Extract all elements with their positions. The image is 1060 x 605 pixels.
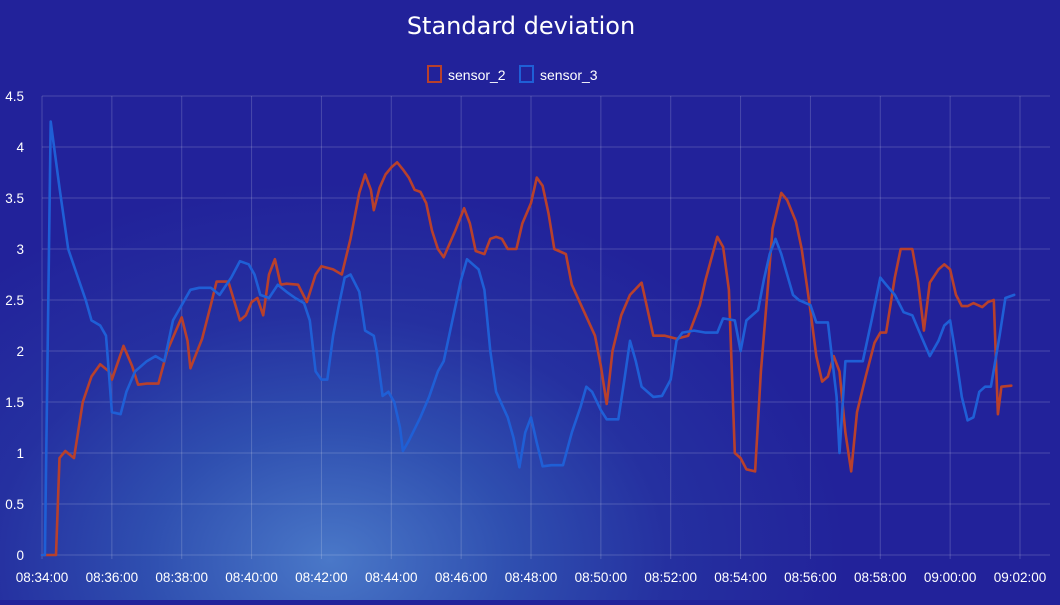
x-tick-label: 08:50:00	[575, 570, 628, 585]
x-tick-label: 08:42:00	[295, 570, 348, 585]
grid	[41, 95, 1050, 559]
y-tick-label: 2	[16, 344, 24, 359]
legend-label-sensor_3: sensor_3	[540, 67, 598, 83]
y-tick-label: 1	[16, 446, 24, 461]
x-tick-label: 08:38:00	[155, 570, 208, 585]
x-axis: 08:34:00 08:36:00 08:38:00 08:40:00 08:42:00…	[16, 570, 1047, 585]
series-line-sensor_2	[40, 161, 1013, 557]
legend-swatch-sensor_3	[519, 65, 534, 83]
legend-label-sensor_2: sensor_2	[448, 67, 506, 83]
y-tick-label: 3.5	[5, 191, 24, 206]
x-tick-label: 08:40:00	[225, 570, 278, 585]
y-tick-label: 0.5	[5, 497, 24, 512]
x-tick-label: 08:36:00	[86, 570, 139, 585]
x-tick-label: 08:34:00	[16, 570, 69, 585]
x-tick-label: 08:44:00	[365, 570, 418, 585]
x-tick-label: 09:00:00	[924, 570, 977, 585]
y-axis: 0 0.5 1 1.5 2 2.5 3 3.5 4 4.5	[5, 89, 24, 563]
y-tick-label: 2.5	[5, 293, 24, 308]
series-layer	[40, 120, 1016, 557]
x-tick-label: 08:46:00	[435, 570, 488, 585]
legend-item-sensor_2[interactable]: sensor_2	[427, 65, 506, 83]
legend-swatch-sensor_2	[427, 65, 442, 83]
legend: sensor_2 sensor_3	[427, 65, 598, 83]
y-tick-label: 1.5	[5, 395, 24, 410]
x-tick-label: 08:54:00	[714, 570, 767, 585]
x-tick-label: 08:48:00	[505, 570, 558, 585]
series-line-sensor_3	[40, 120, 1016, 557]
x-tick-label: 08:58:00	[854, 570, 907, 585]
y-tick-label: 4.5	[5, 89, 24, 104]
y-tick-label: 0	[16, 548, 24, 563]
chart-title: Standard deviation	[407, 12, 635, 40]
x-tick-label: 08:52:00	[644, 570, 697, 585]
x-tick-label: 09:02:00	[994, 570, 1047, 585]
y-tick-label: 4	[16, 140, 24, 155]
x-tick-label: 08:56:00	[784, 570, 837, 585]
y-tick-label: 3	[16, 242, 24, 257]
legend-item-sensor_3[interactable]: sensor_3	[519, 65, 598, 83]
